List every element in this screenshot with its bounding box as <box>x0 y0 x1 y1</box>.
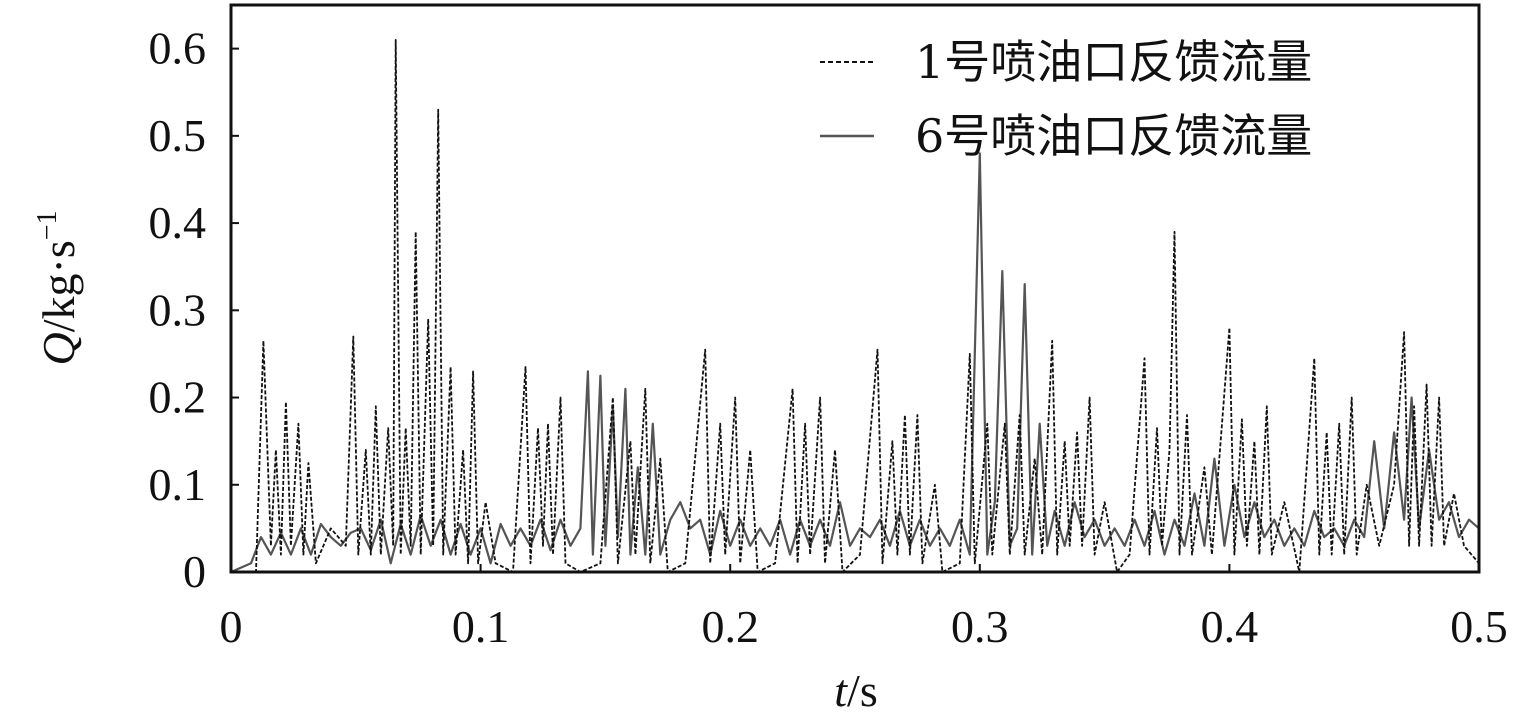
x-tick-label: 0.2 <box>701 601 759 652</box>
y-tick-label: 0.5 <box>149 110 207 161</box>
x-axis-ticks: 0 0.1 0.2 0.3 0.4 0.5 <box>220 564 1508 652</box>
y-axis-label: Q/kg·s−1 <box>32 210 84 365</box>
x-tick-label: 0.1 <box>452 601 510 652</box>
y-axis-unit-exponent: −1 <box>32 210 63 240</box>
series-line-6 <box>230 152 1480 574</box>
x-axis-unit: /s <box>847 665 878 716</box>
y-tick-label: 0.6 <box>149 23 207 74</box>
plot-frame <box>229 3 1481 574</box>
y-tick-label: 0 <box>183 546 206 597</box>
x-axis-variable: t <box>834 665 848 716</box>
y-tick-label: 0.2 <box>149 372 207 423</box>
x-tick-label: 0 <box>220 601 243 652</box>
y-axis-ticks: 0 0.1 0.2 0.3 0.4 0.5 0.6 <box>149 23 239 597</box>
x-tick-label: 0.5 <box>1450 601 1508 652</box>
y-axis-unit: /kg·s <box>33 240 84 332</box>
x-tick-label: 0.3 <box>951 601 1009 652</box>
legend-label-series-6: 6号喷油口反馈流量 <box>915 109 1312 163</box>
x-tick-label: 0.4 <box>1201 601 1259 652</box>
x-axis-label: t/s <box>834 665 877 716</box>
y-tick-label: 0.3 <box>149 284 207 335</box>
y-tick-label: 0.4 <box>149 197 207 248</box>
legend: 1号喷油口反馈流量 6号喷油口反馈流量 <box>820 35 1312 163</box>
legend-label-series-1: 1号喷油口反馈流量 <box>915 35 1312 89</box>
y-tick-label: 0.1 <box>149 459 207 510</box>
y-axis-variable: Q <box>33 332 84 365</box>
